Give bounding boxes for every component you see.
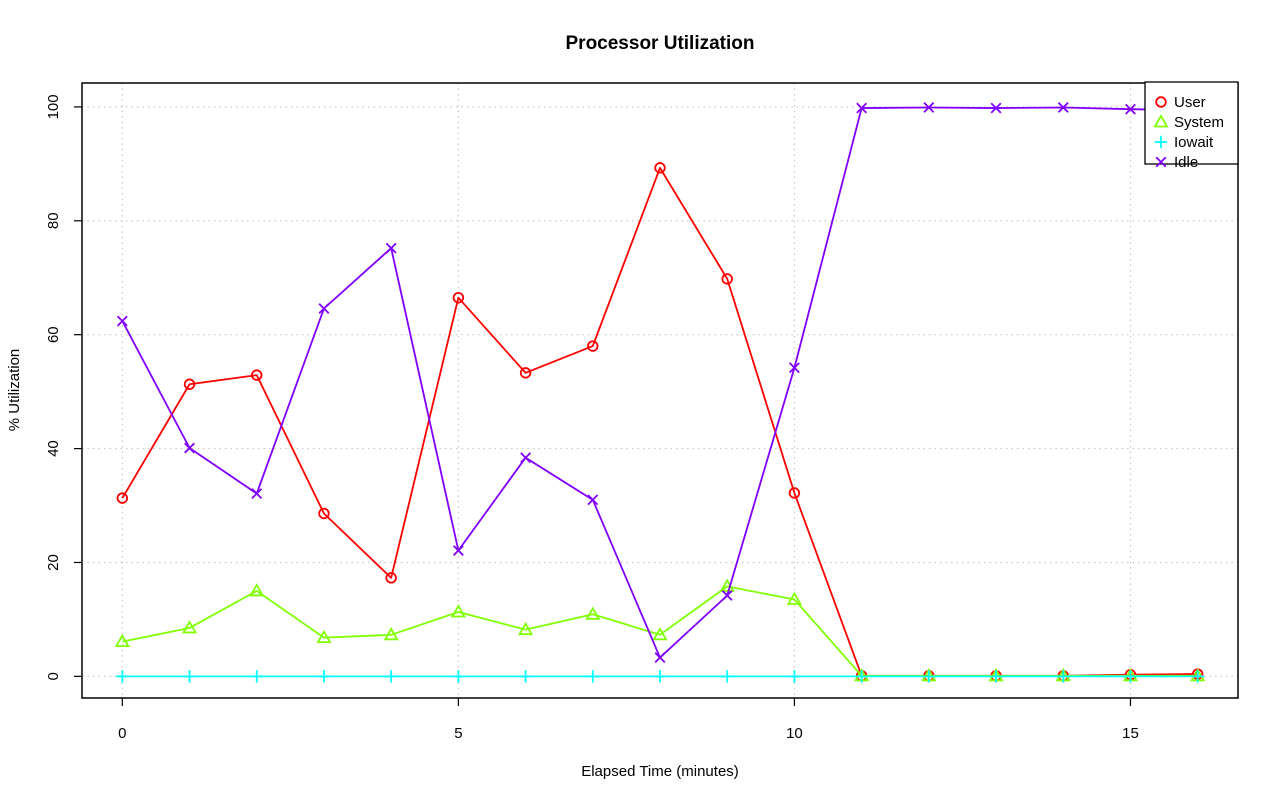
- point-iowait: [183, 670, 196, 683]
- point-user: [116, 492, 129, 504]
- point-user: [251, 369, 263, 381]
- point-idle: [452, 545, 464, 556]
- point-idle: [721, 590, 733, 601]
- point-system: [316, 629, 332, 644]
- y-tick-label: 80: [45, 212, 62, 229]
- point-system: [450, 604, 466, 618]
- point-iowait: [250, 670, 263, 683]
- point-user: [788, 487, 801, 499]
- series-line-system: [122, 585, 1198, 677]
- x-axis-label: Elapsed Time (minutes): [581, 763, 739, 780]
- legend-label-iowait: Iowait: [1174, 134, 1214, 151]
- legend-marker-idle: [1155, 156, 1167, 168]
- legend-label-system: System: [1174, 114, 1224, 131]
- point-idle: [587, 494, 599, 506]
- chart-title: Processor Utilization: [566, 33, 755, 54]
- point-iowait: [1057, 670, 1070, 683]
- point-system: [114, 633, 130, 648]
- point-iowait: [922, 670, 936, 683]
- point-idle: [856, 102, 868, 114]
- point-system: [249, 583, 265, 597]
- legend-marker-iowait: [1154, 135, 1168, 149]
- point-idle: [923, 102, 935, 113]
- point-idle: [654, 652, 666, 664]
- point-system: [652, 626, 668, 641]
- series-layer: [114, 102, 1206, 683]
- point-system: [786, 591, 802, 605]
- point-user: [519, 367, 532, 379]
- x-tick-label: 5: [454, 725, 462, 742]
- point-system: [383, 626, 399, 641]
- x-tick-label: 15: [1122, 725, 1139, 742]
- point-iowait: [653, 670, 667, 683]
- legend-marker-user: [1155, 96, 1167, 108]
- point-iowait: [855, 670, 868, 683]
- point-user: [385, 572, 397, 584]
- point-iowait: [788, 670, 801, 683]
- point-iowait: [519, 670, 532, 683]
- point-idle: [318, 303, 330, 314]
- point-iowait: [384, 670, 398, 683]
- y-tick-label: 20: [45, 554, 62, 571]
- point-idle: [251, 488, 263, 500]
- point-user: [452, 291, 465, 304]
- point-iowait: [1191, 670, 1204, 683]
- point-idle: [1057, 102, 1069, 113]
- point-user: [318, 507, 330, 520]
- point-idle: [184, 442, 195, 454]
- series-line-idle: [121, 106, 1198, 659]
- point-iowait: [720, 670, 734, 683]
- point-user: [587, 340, 599, 352]
- point-idle: [788, 362, 800, 374]
- point-user: [721, 273, 733, 285]
- legend-marker-system: [1153, 114, 1169, 128]
- series-user: [116, 162, 1204, 682]
- legend-box: [1144, 81, 1239, 165]
- y-tick-label: 0: [45, 672, 62, 680]
- point-system: [585, 606, 601, 620]
- series-idle: [116, 102, 1204, 664]
- grid: [82, 83, 1238, 698]
- point-idle: [1125, 103, 1136, 115]
- y-tick-label: 100: [45, 94, 62, 119]
- series-system: [114, 578, 1206, 682]
- legend-label-idle: Idle: [1174, 154, 1198, 171]
- point-iowait: [116, 670, 129, 683]
- point-user: [654, 162, 666, 174]
- point-idle: [385, 242, 397, 254]
- legend-label-user: User: [1174, 94, 1206, 111]
- point-iowait: [989, 670, 1003, 683]
- point-system: [181, 620, 198, 634]
- point-user: [183, 378, 196, 390]
- point-idle: [990, 102, 1002, 114]
- y-axis-label: % Utilization: [6, 349, 23, 432]
- point-iowait: [452, 670, 465, 683]
- point-iowait: [1124, 670, 1137, 683]
- point-system: [518, 621, 534, 636]
- point-iowait: [586, 670, 600, 683]
- point-iowait: [317, 670, 331, 683]
- series-iowait: [116, 670, 1204, 683]
- point-idle: [520, 452, 532, 464]
- x-tick-label: 10: [786, 725, 803, 742]
- y-tick-label: 60: [45, 326, 62, 343]
- axes: 0 5 10 15 0 20 40 60 80 100: [45, 94, 1139, 742]
- point-idle: [116, 315, 128, 327]
- plot-frame: [81, 82, 1239, 699]
- legend: User System Iowait Idle: [1144, 81, 1239, 171]
- x-tick-label: 0: [118, 725, 126, 742]
- y-tick-label: 40: [45, 440, 62, 457]
